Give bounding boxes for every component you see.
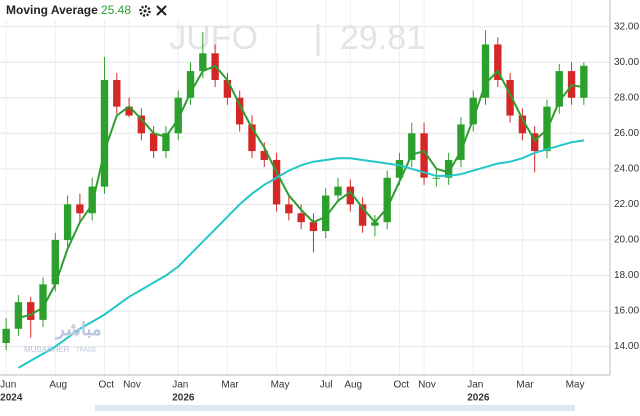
close-icon[interactable] — [156, 5, 167, 16]
candle-body — [285, 204, 293, 214]
candle-body — [555, 71, 563, 107]
x-year-label: 2024 — [0, 393, 23, 404]
candle-body — [236, 97, 244, 125]
moving-average-line — [17, 139, 585, 369]
settings-icon[interactable] — [139, 5, 151, 17]
candle-body — [113, 79, 121, 107]
candle-body — [531, 133, 539, 152]
y-tick-label: 26.00 — [614, 128, 639, 139]
candle-body — [371, 222, 379, 226]
candle-body — [137, 115, 146, 134]
x-tick-label: May — [566, 380, 585, 391]
candle-body — [51, 239, 59, 285]
candle-body — [309, 222, 318, 232]
indicator-title: Moving Average — [6, 3, 98, 17]
x-year-label: 2026 — [172, 393, 195, 404]
candle-body — [27, 302, 35, 320]
logo-latin: MUBASHER — [24, 345, 70, 354]
x-tick-label: Mar — [516, 380, 534, 391]
header-bg — [0, 0, 190, 20]
x-tick-label: Jul — [320, 380, 333, 391]
scrollbar[interactable] — [95, 405, 575, 411]
logo-sub: TRADE — [76, 348, 96, 354]
candle-body — [457, 124, 465, 160]
candle-body — [444, 159, 453, 178]
candle-body — [420, 133, 428, 178]
candle-body — [149, 133, 158, 152]
x-year-label: 2026 — [467, 393, 490, 404]
candle-body — [88, 186, 96, 214]
candle-body — [358, 204, 367, 226]
candle-body — [248, 124, 256, 152]
watermark-price: 29.81 — [340, 19, 425, 57]
y-tick-label: 18.00 — [614, 270, 639, 281]
x-tick-label: Nov — [123, 380, 141, 391]
y-tick-label: 22.00 — [614, 199, 639, 210]
candle-body — [334, 186, 342, 196]
candle-body — [580, 65, 588, 98]
candle-body — [100, 79, 109, 187]
candle-body — [383, 177, 391, 223]
indicator-value: 25.48 — [101, 3, 131, 17]
y-tick-label: 24.00 — [614, 163, 639, 174]
watermark-symbol: JUFO — [169, 19, 258, 57]
candle-body — [506, 79, 514, 116]
candle-body — [76, 204, 84, 214]
candle-body — [223, 79, 232, 98]
y-tick-label: 16.00 — [614, 306, 639, 317]
candle-body — [322, 195, 330, 232]
candle-body — [481, 44, 490, 98]
x-tick-label: Nov — [418, 380, 436, 391]
y-tick-label: 14.00 — [614, 341, 639, 352]
candle-body — [518, 115, 527, 134]
x-tick-label: Oct — [393, 380, 409, 391]
y-tick-label: 20.00 — [614, 235, 639, 246]
x-tick-label: Jan — [467, 380, 483, 391]
candle-body — [63, 204, 72, 240]
candle-body — [260, 151, 268, 160]
logo-arabic: مباشر — [54, 319, 102, 340]
candle-body — [199, 53, 207, 72]
candle-body — [2, 328, 10, 344]
candle-body — [469, 97, 477, 125]
candle-body — [272, 159, 281, 205]
x-tick-label: Jun — [0, 380, 16, 391]
plot — [2, 30, 588, 369]
candle-body — [186, 71, 195, 98]
y-tick-label: 32.00 — [614, 21, 639, 32]
x-tick-label: Aug — [49, 380, 67, 391]
candle-body — [162, 133, 170, 152]
y-tick-label: 30.00 — [614, 57, 639, 68]
candle-body — [174, 97, 182, 134]
moving-average-line — [18, 64, 585, 320]
x-tick-label: Mar — [221, 380, 239, 391]
candle-body — [125, 106, 133, 116]
candle-body — [432, 177, 441, 179]
x-tick-label: Jan — [172, 380, 188, 391]
x-tick-label: Aug — [344, 380, 362, 391]
y-tick-label: 28.00 — [614, 92, 639, 103]
candle-body — [297, 213, 305, 223]
candle-body — [494, 44, 502, 80]
x-tick-label: Oct — [98, 380, 114, 391]
candle-body — [14, 302, 23, 329]
x-tick-label: May — [271, 380, 290, 391]
candle-body — [346, 186, 354, 205]
candle-body — [39, 284, 47, 320]
candle-body — [408, 133, 416, 160]
candle-body — [395, 159, 404, 178]
